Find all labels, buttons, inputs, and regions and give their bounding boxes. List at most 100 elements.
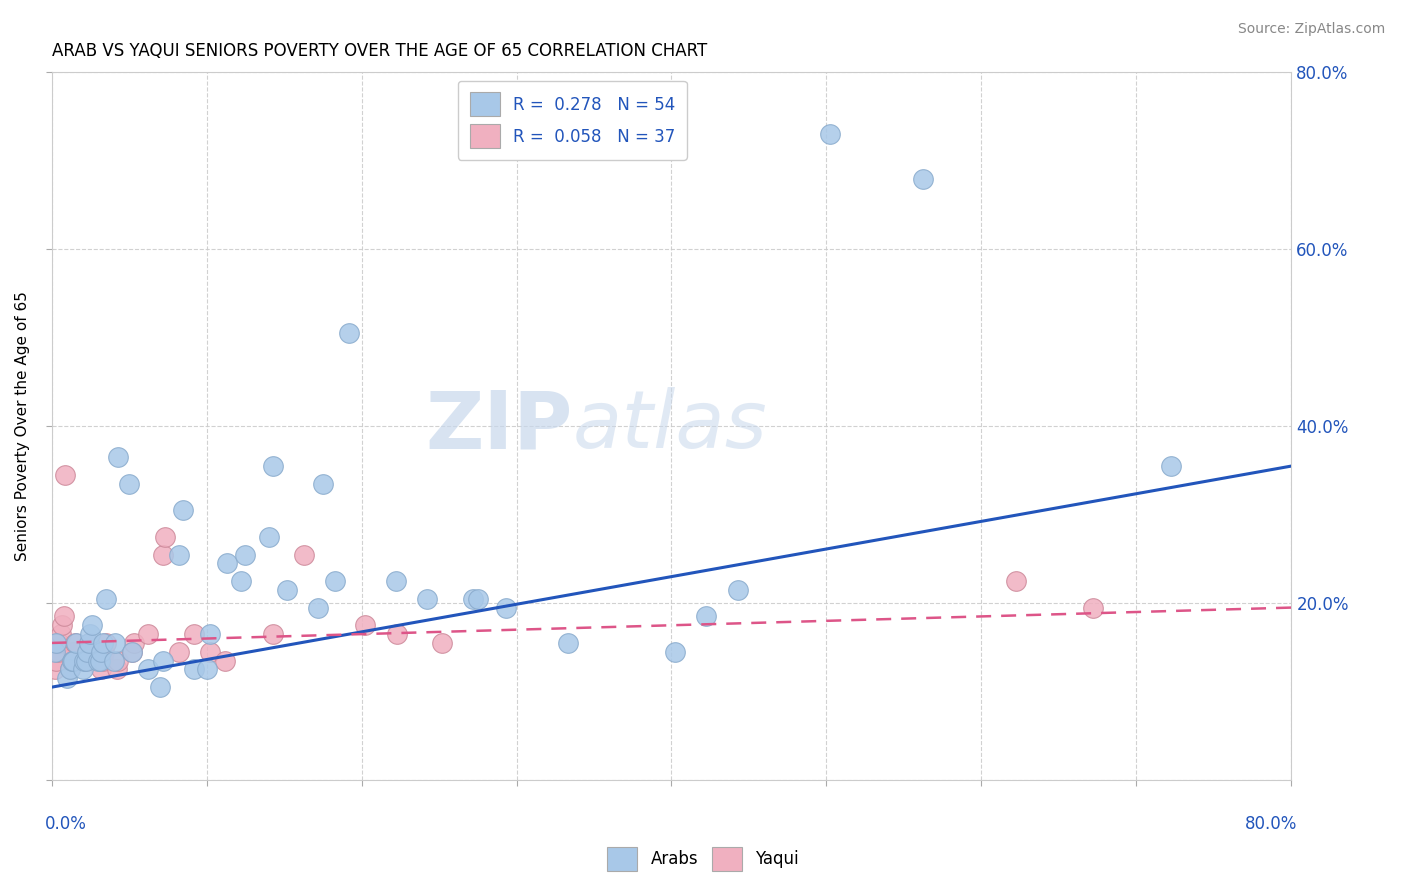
Point xyxy=(198,645,221,659)
Point xyxy=(52,609,75,624)
Point xyxy=(198,627,221,641)
Point xyxy=(72,663,94,677)
Point xyxy=(415,591,437,606)
Point xyxy=(727,582,749,597)
Point xyxy=(76,645,98,659)
Point xyxy=(44,645,66,659)
Point xyxy=(172,503,194,517)
Point xyxy=(60,654,83,668)
Point xyxy=(48,636,70,650)
Point xyxy=(45,654,67,668)
Point xyxy=(62,654,84,668)
Point xyxy=(59,663,82,677)
Point xyxy=(90,663,112,677)
Point xyxy=(353,618,375,632)
Point xyxy=(385,627,408,641)
Point xyxy=(257,530,280,544)
Text: 0.0%: 0.0% xyxy=(45,815,87,833)
Point xyxy=(461,591,484,606)
Point xyxy=(90,645,112,659)
Point xyxy=(107,450,129,465)
Point xyxy=(94,636,117,650)
Point xyxy=(89,654,111,668)
Point xyxy=(1004,574,1026,588)
Point xyxy=(55,467,77,482)
Point xyxy=(65,636,87,650)
Text: atlas: atlas xyxy=(572,387,768,466)
Point xyxy=(430,636,453,650)
Point xyxy=(60,654,83,668)
Point xyxy=(44,663,66,677)
Point xyxy=(195,663,218,677)
Point xyxy=(118,476,141,491)
Point xyxy=(77,636,100,650)
Text: 80.0%: 80.0% xyxy=(1246,815,1298,833)
Point xyxy=(79,627,101,641)
Point xyxy=(262,458,284,473)
Point xyxy=(337,326,360,341)
Point xyxy=(307,600,329,615)
Point xyxy=(276,582,298,597)
Point xyxy=(103,654,125,668)
Legend: Arabs, Yaqui: Arabs, Yaqui xyxy=(599,839,807,880)
Point xyxy=(45,636,67,650)
Point xyxy=(1081,600,1104,615)
Point xyxy=(214,654,236,668)
Point xyxy=(152,654,174,668)
Point xyxy=(93,645,115,659)
Point xyxy=(167,548,190,562)
Point xyxy=(91,654,114,668)
Point xyxy=(911,171,934,186)
Text: Source: ZipAtlas.com: Source: ZipAtlas.com xyxy=(1237,22,1385,37)
Point xyxy=(107,654,129,668)
Point xyxy=(183,627,205,641)
Point xyxy=(121,645,143,659)
Point xyxy=(312,476,335,491)
Point xyxy=(91,636,114,650)
Point xyxy=(80,618,103,632)
Point xyxy=(695,609,717,624)
Point xyxy=(122,636,145,650)
Point xyxy=(63,636,86,650)
Point xyxy=(153,530,176,544)
Point xyxy=(167,645,190,659)
Point xyxy=(1160,458,1182,473)
Point xyxy=(183,663,205,677)
Point xyxy=(262,627,284,641)
Point xyxy=(51,618,73,632)
Point xyxy=(557,636,579,650)
Point xyxy=(384,574,406,588)
Point xyxy=(46,645,69,659)
Point xyxy=(56,671,79,685)
Point xyxy=(149,680,172,694)
Point xyxy=(76,645,98,659)
Text: ARAB VS YAQUI SENIORS POVERTY OVER THE AGE OF 65 CORRELATION CHART: ARAB VS YAQUI SENIORS POVERTY OVER THE A… xyxy=(52,42,707,60)
Point xyxy=(87,654,110,668)
Point xyxy=(229,574,252,588)
Point xyxy=(495,600,517,615)
Point xyxy=(75,654,97,668)
Point xyxy=(152,548,174,562)
Y-axis label: Seniors Poverty Over the Age of 65: Seniors Poverty Over the Age of 65 xyxy=(15,292,30,561)
Point xyxy=(73,654,96,668)
Point xyxy=(664,645,686,659)
Point xyxy=(75,654,97,668)
Point xyxy=(818,128,841,142)
Point xyxy=(59,663,82,677)
Legend: R =  0.278   N = 54, R =  0.058   N = 37: R = 0.278 N = 54, R = 0.058 N = 37 xyxy=(458,81,686,160)
Point xyxy=(136,627,159,641)
Point xyxy=(105,663,128,677)
Point xyxy=(94,591,117,606)
Point xyxy=(77,636,100,650)
Point xyxy=(49,627,72,641)
Point xyxy=(215,557,238,571)
Point xyxy=(323,574,346,588)
Point xyxy=(104,636,127,650)
Point xyxy=(121,645,143,659)
Point xyxy=(467,591,489,606)
Point xyxy=(292,548,315,562)
Text: ZIP: ZIP xyxy=(425,387,572,466)
Point xyxy=(233,548,256,562)
Point xyxy=(62,645,84,659)
Point xyxy=(136,663,159,677)
